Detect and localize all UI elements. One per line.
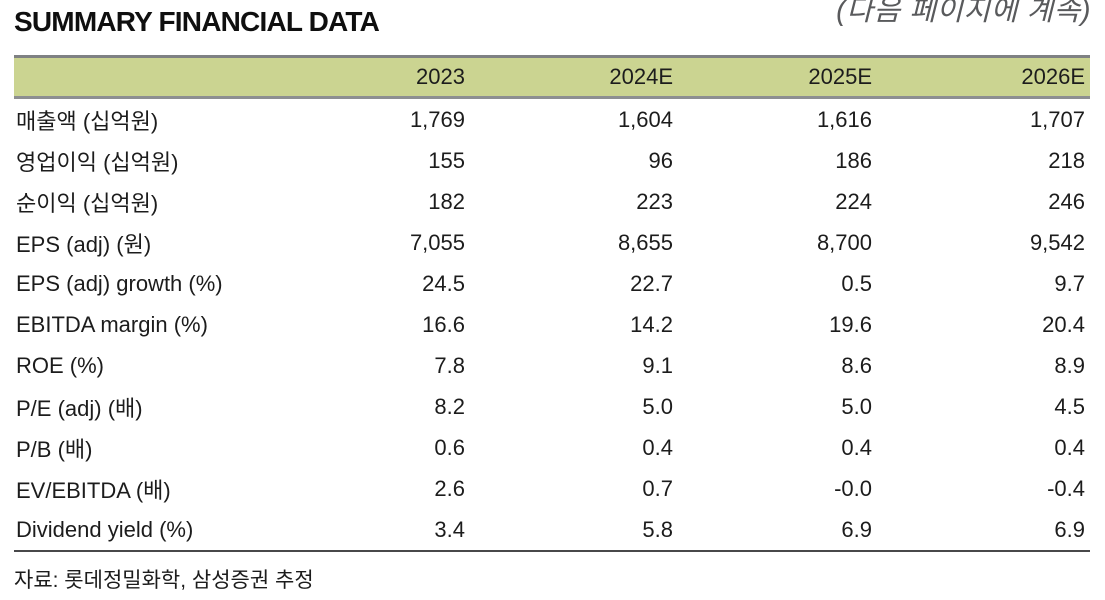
- row-label: 매출액 (십억원): [16, 108, 159, 134]
- cell-value: 9.1: [642, 352, 673, 378]
- cell-value: 0.4: [841, 434, 872, 460]
- row-label: EV/EBITDA (배): [16, 477, 171, 503]
- cell-value: 182: [428, 188, 465, 214]
- cell-value: 155: [428, 147, 465, 173]
- header-cell-year-2024e: 2024E: [465, 55, 673, 99]
- cell-value: 8.2: [434, 393, 465, 419]
- cell-value: 16.6: [422, 311, 465, 337]
- cell-value: 8.9: [1054, 352, 1085, 378]
- cell-value: 22.7: [630, 270, 673, 296]
- table-row: Dividend yield (%) 3.4 5.8 6.9 6.9: [14, 509, 1090, 552]
- cell-value: 1,604: [617, 106, 673, 132]
- header-cell-blank: [14, 55, 254, 99]
- summary-financial-table: 2023 2024E 2025E 2026E 매출액 (십억원) 1,769 1…: [14, 55, 1090, 552]
- cell-value: 223: [636, 188, 673, 214]
- table-row: P/E (adj) (배) 8.2 5.0 5.0 4.5: [14, 386, 1090, 427]
- table-row: EV/EBITDA (배) 2.6 0.7 -0.0 -0.4: [14, 468, 1090, 509]
- cell-value: 8,700: [816, 229, 872, 255]
- header-cell-year-2025e: 2025E: [673, 55, 872, 99]
- row-label: EPS (adj) growth (%): [16, 270, 223, 296]
- cell-value: 9,542: [1029, 229, 1085, 255]
- cell-value: 24.5: [422, 270, 465, 296]
- cell-value: 2.6: [434, 475, 465, 501]
- row-label: 영업이익 (십억원): [16, 149, 179, 175]
- cell-value: 246: [1048, 188, 1085, 214]
- cell-value: 224: [835, 188, 872, 214]
- cell-value: 1,707: [1029, 106, 1085, 132]
- row-label: 순이익 (십억원): [16, 190, 159, 216]
- cell-value: 5.0: [841, 393, 872, 419]
- cell-value: 0.6: [434, 434, 465, 460]
- row-label: Dividend yield (%): [14, 509, 254, 552]
- cell-value: 3.4: [254, 509, 465, 552]
- table-row: EBITDA margin (%) 16.6 14.2 19.6 20.4: [14, 304, 1090, 345]
- cell-value: 1,616: [816, 106, 872, 132]
- cell-value: 8.6: [841, 352, 872, 378]
- cell-value: 5.8: [465, 509, 673, 552]
- table-header: 2023 2024E 2025E 2026E: [14, 55, 1090, 99]
- cell-value: 6.9: [673, 509, 872, 552]
- row-label: P/B (배): [16, 436, 93, 462]
- cell-value: 14.2: [630, 311, 673, 337]
- cell-value: 8,655: [617, 229, 673, 255]
- row-label: EBITDA margin (%): [16, 311, 208, 337]
- table-row: ROE (%) 7.8 9.1 8.6 8.9: [14, 345, 1090, 386]
- table-row: EPS (adj) growth (%) 24.5 22.7 0.5 9.7: [14, 263, 1090, 304]
- cell-value: 6.9: [872, 509, 1090, 552]
- cell-value: -0.0: [834, 475, 872, 501]
- cell-value: 96: [648, 147, 673, 173]
- header-cell-year-2023: 2023: [254, 55, 465, 99]
- cell-value: 1,769: [409, 106, 465, 132]
- table-row: 매출액 (십억원) 1,769 1,604 1,616 1,707: [14, 98, 1090, 141]
- table-header-row: 2023 2024E 2025E 2026E: [14, 55, 1090, 99]
- continuation-note: (다음 페이지에 계속): [836, 0, 1091, 27]
- cell-value: 7.8: [434, 352, 465, 378]
- source-note: 자료: 롯데정밀화학, 삼성증권 추정: [14, 569, 314, 592]
- cell-value: 4.5: [1054, 393, 1085, 419]
- cell-value: 5.0: [642, 393, 673, 419]
- cell-value: 9.7: [1054, 270, 1085, 296]
- cell-value: 0.4: [642, 434, 673, 460]
- row-label: EPS (adj) (원): [16, 231, 152, 257]
- cell-value: 19.6: [829, 311, 872, 337]
- table-body: 매출액 (십억원) 1,769 1,604 1,616 1,707 영업이익 (…: [14, 98, 1090, 552]
- table-row: 순이익 (십억원) 182 223 224 246: [14, 181, 1090, 222]
- cell-value: 0.5: [841, 270, 872, 296]
- cell-value: -0.4: [1047, 475, 1085, 501]
- cell-value: 218: [1048, 147, 1085, 173]
- cell-value: 186: [835, 147, 872, 173]
- row-label: P/E (adj) (배): [16, 395, 143, 421]
- table-row: 영업이익 (십억원) 155 96 186 218: [14, 140, 1090, 181]
- page-title: SUMMARY FINANCIAL DATA: [14, 6, 380, 37]
- cell-value: 0.7: [642, 475, 673, 501]
- table-row: EPS (adj) (원) 7,055 8,655 8,700 9,542: [14, 222, 1090, 263]
- cell-value: 20.4: [1042, 311, 1085, 337]
- header-cell-year-2026e: 2026E: [872, 55, 1090, 99]
- cell-value: 0.4: [1054, 434, 1085, 460]
- cell-value: 7,055: [409, 229, 465, 255]
- row-label: ROE (%): [16, 352, 104, 378]
- table-row: P/B (배) 0.6 0.4 0.4 0.4: [14, 427, 1090, 468]
